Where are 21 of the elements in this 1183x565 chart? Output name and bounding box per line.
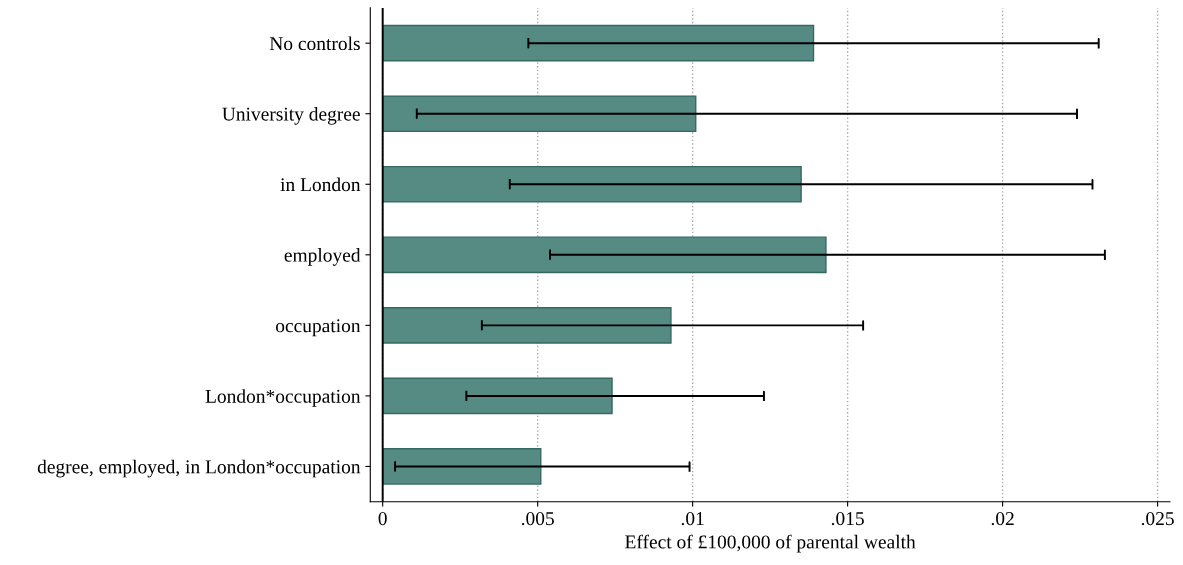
y-tick-label: occupation [275, 319, 361, 337]
x-tick-label: .025 [1141, 512, 1174, 526]
x-tick-label: .02 [991, 512, 1014, 526]
y-tick-label: degree, employed, in London*occupation [37, 459, 361, 478]
y-tick-label: No controls [269, 36, 360, 51]
x-tick-label: .015 [831, 512, 864, 526]
bar [381, 165, 802, 203]
bar [381, 24, 815, 62]
y-tick-label: in London [280, 177, 361, 192]
x-tick-label: .005 [521, 512, 554, 526]
bar [381, 95, 697, 133]
y-tick-label: London*occupation [205, 389, 361, 407]
y-tick-label: University degree [222, 106, 360, 125]
x-tick-label: .01 [681, 512, 704, 526]
bar [381, 448, 542, 485]
x-tick-label: 0 [378, 512, 387, 526]
x-axis-title: Effect of £100,000 of parental wealth [625, 534, 916, 553]
bar [381, 377, 613, 415]
y-tick-label: employed [284, 248, 361, 266]
bar [381, 236, 827, 274]
bar [381, 307, 672, 344]
